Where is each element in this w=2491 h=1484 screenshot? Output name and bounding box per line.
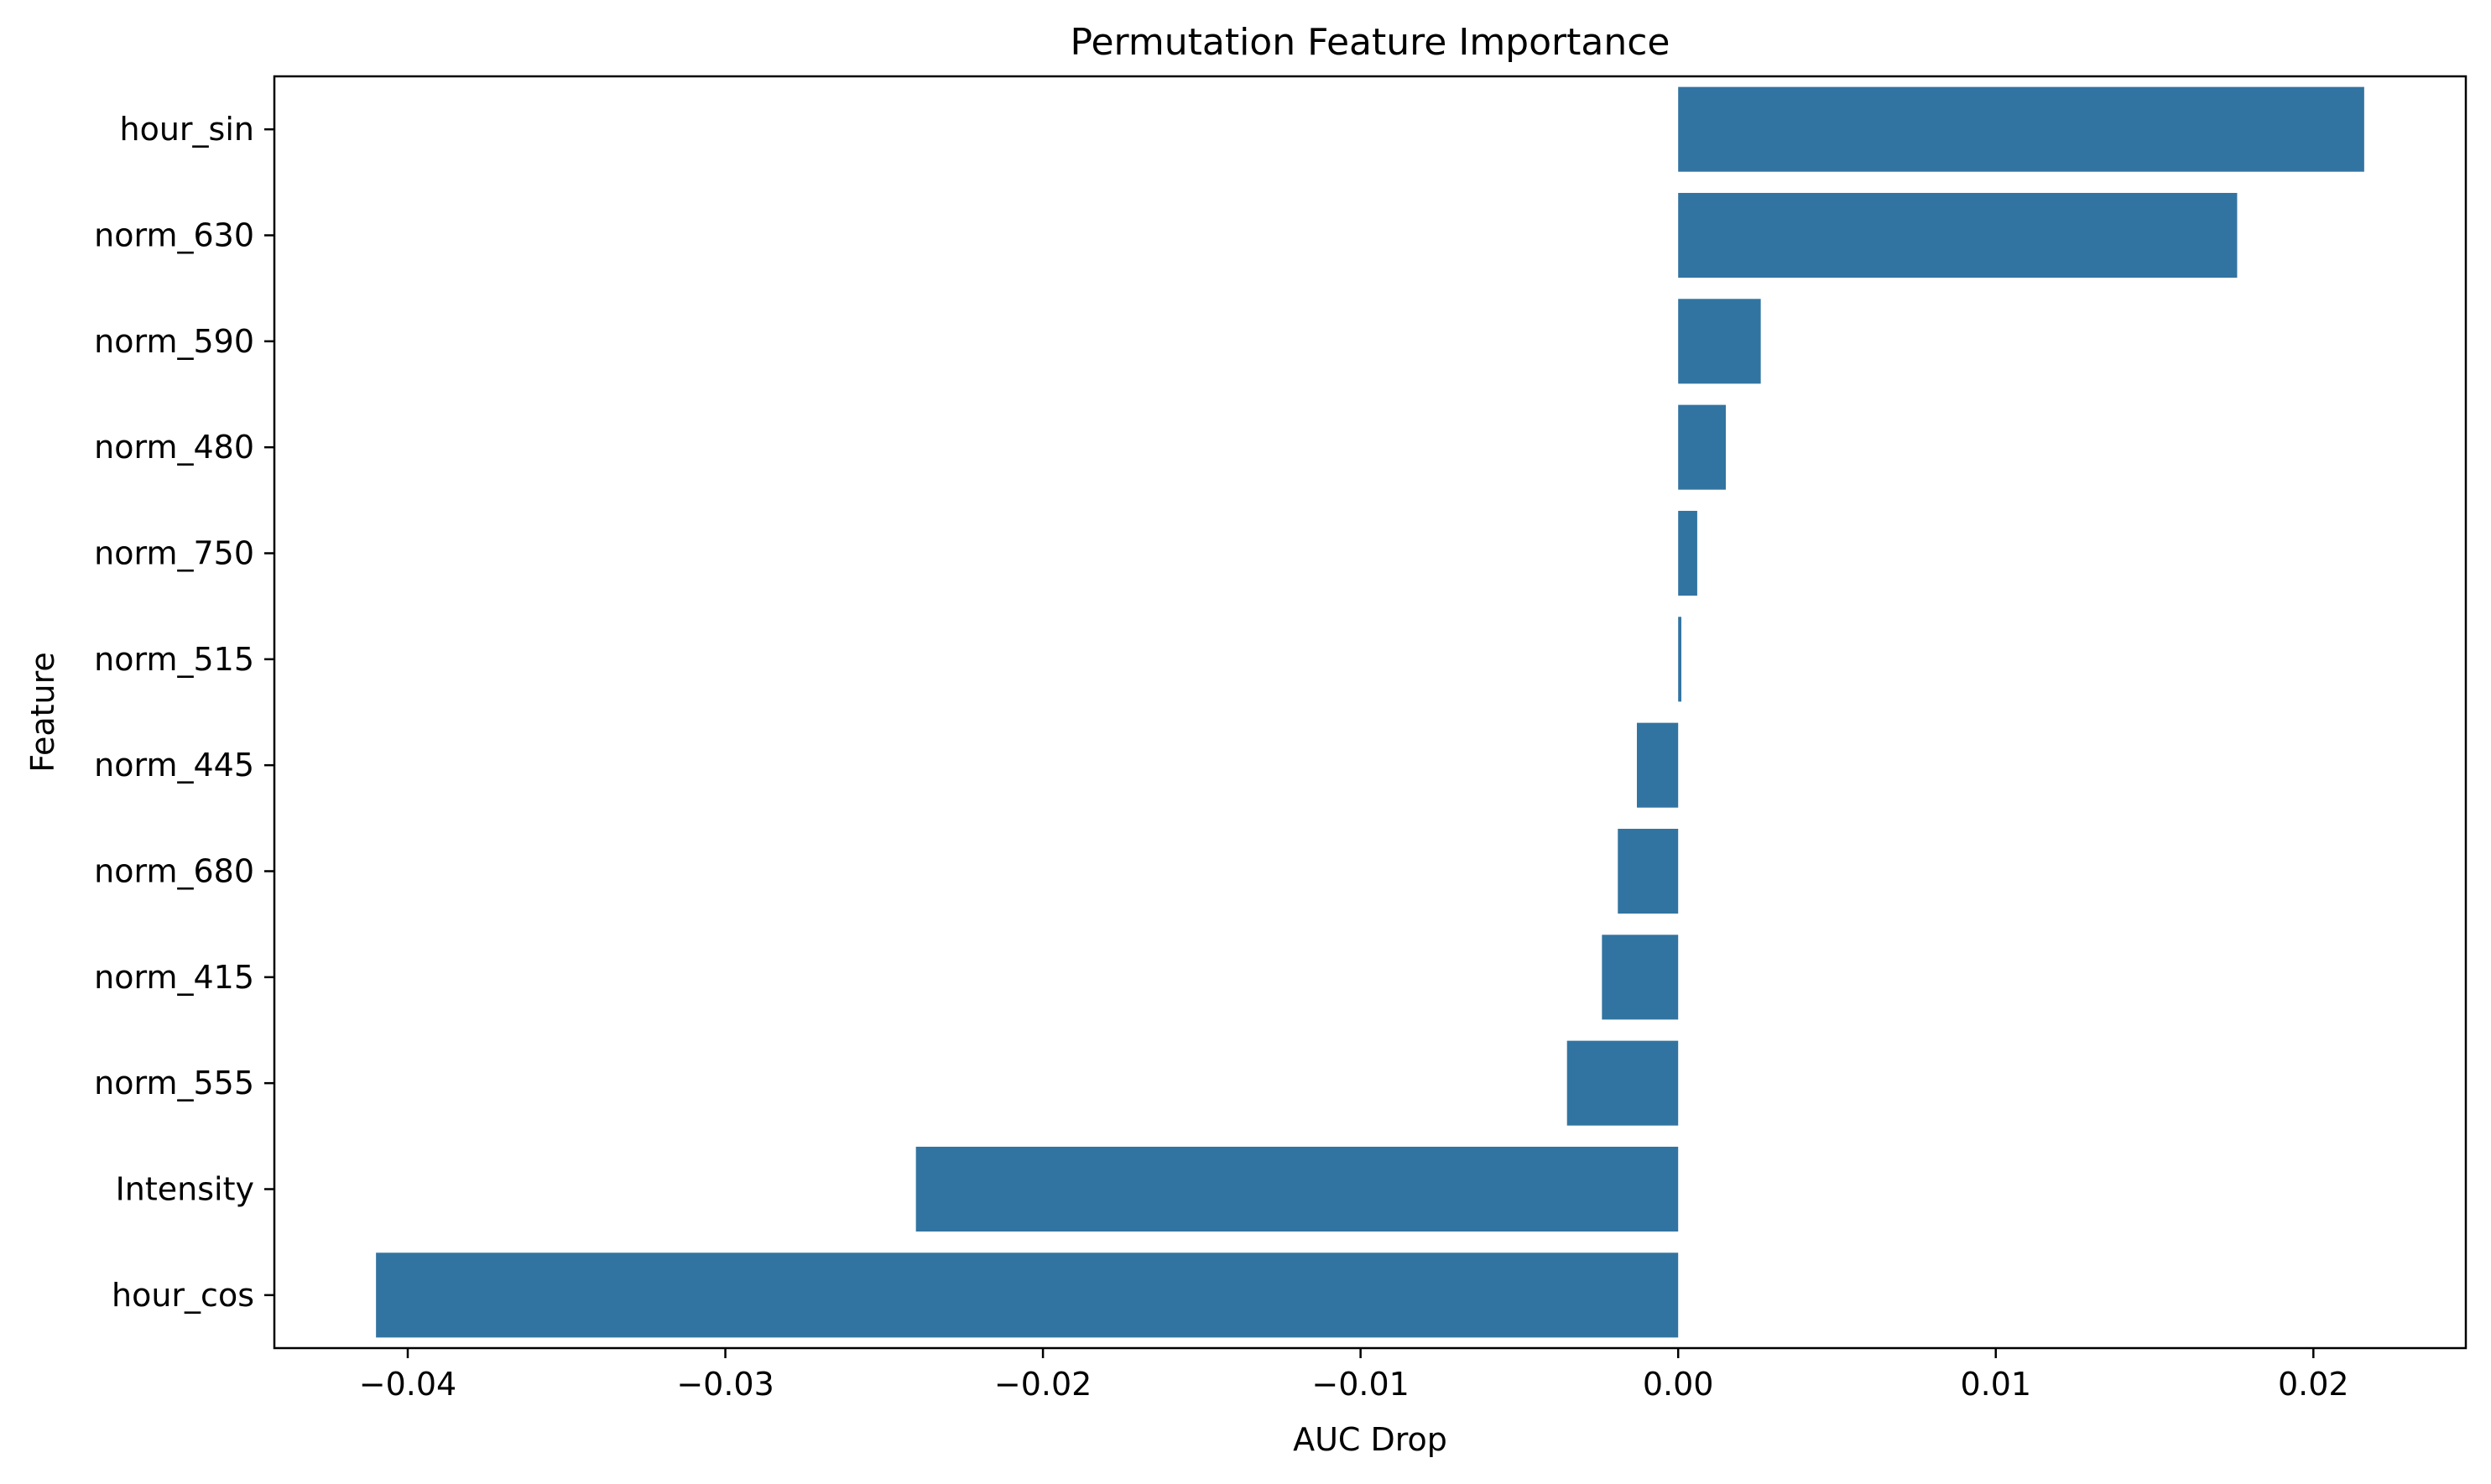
- plot-frame: [273, 75, 2468, 1350]
- x-tick-label: 0.02: [2278, 1366, 2349, 1403]
- y-tick-label: norm_480: [94, 429, 254, 466]
- y-tick-label: norm_750: [94, 535, 254, 572]
- bar-Intensity: [915, 1146, 1679, 1232]
- bar-norm_680: [1618, 828, 1679, 914]
- x-tick-label: −0.04: [359, 1366, 456, 1403]
- y-tick-label: norm_555: [94, 1065, 254, 1101]
- y-tick-label: norm_590: [94, 323, 254, 360]
- chart-title: Permutation Feature Importance: [1071, 21, 1670, 64]
- y-axis-ticks: hour_sin norm_630 norm_590 norm_480 norm_750…: [94, 111, 274, 1314]
- x-tick-label: −0.01: [1311, 1366, 1409, 1403]
- bar-hour_cos: [376, 1252, 1679, 1338]
- x-tick-label: −0.03: [676, 1366, 774, 1403]
- y-tick-label: hour_sin: [120, 111, 254, 148]
- x-tick-label: −0.02: [994, 1366, 1092, 1403]
- bar-norm_445: [1636, 722, 1679, 808]
- y-tick-label: norm_445: [94, 747, 254, 784]
- x-axis-ticks: −0.04 −0.03 −0.02 −0.01 0.00 0.01 0.02: [359, 1348, 2349, 1403]
- x-tick-label: 0.00: [1643, 1366, 1714, 1403]
- y-tick-label: norm_415: [94, 959, 254, 996]
- x-axis-label: AUC Drop: [1293, 1421, 1447, 1458]
- bar-norm_480: [1678, 404, 1726, 490]
- y-tick-label: norm_515: [94, 641, 254, 678]
- y-axis-label: Feature: [24, 652, 61, 773]
- y-tick-label: norm_630: [94, 217, 254, 254]
- y-tick-label: Intensity: [116, 1171, 254, 1208]
- y-tick-label: norm_680: [94, 853, 254, 890]
- bar-norm_415: [1602, 935, 1679, 1020]
- bars-layer: [376, 86, 2364, 1338]
- x-tick-label: 0.01: [1960, 1366, 2031, 1403]
- bar-norm_630: [1678, 192, 2238, 279]
- y-tick-label: hour_cos: [112, 1277, 254, 1314]
- bar-norm_555: [1566, 1040, 1679, 1126]
- bar-norm_750: [1678, 510, 1697, 596]
- bar-hour_sin: [1678, 86, 2364, 172]
- bar-norm_515: [1678, 617, 1681, 702]
- bar-norm_590: [1678, 299, 1761, 384]
